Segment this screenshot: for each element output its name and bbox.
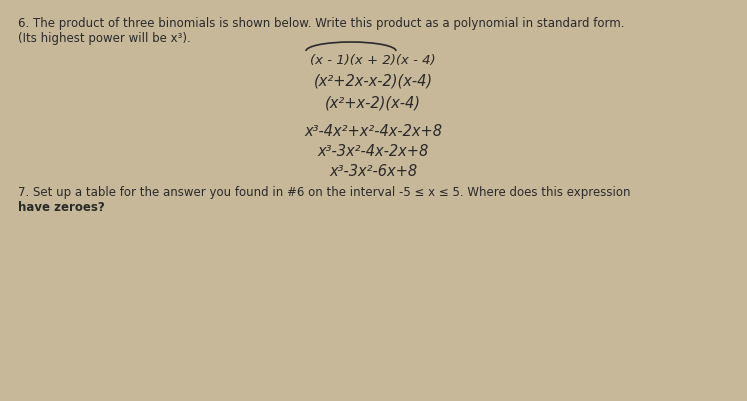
Text: (x - 1)(x + 2)(x - 4): (x - 1)(x + 2)(x - 4) — [310, 54, 436, 67]
Text: (x²+2x-x-2)(x-4): (x²+2x-x-2)(x-4) — [314, 74, 433, 89]
Text: 7. Set up a table for the answer you found in #6 on the interval -5 ≤ x ≤ 5. Whe: 7. Set up a table for the answer you fou… — [18, 186, 630, 198]
Text: have zeroes?: have zeroes? — [18, 200, 105, 213]
Text: (x²+x-2)(x-4): (x²+x-2)(x-4) — [325, 96, 421, 111]
Text: (Its highest power will be x³).: (Its highest power will be x³). — [18, 32, 190, 45]
Text: 6. The product of three binomials is shown below. Write this product as a polyno: 6. The product of three binomials is sho… — [18, 17, 624, 30]
Text: x³-3x²-6x+8: x³-3x²-6x+8 — [329, 164, 417, 178]
Text: x³-3x²-4x-2x+8: x³-3x²-4x-2x+8 — [317, 144, 429, 159]
Text: x³-4x²+x²-4x-2x+8: x³-4x²+x²-4x-2x+8 — [304, 124, 442, 139]
